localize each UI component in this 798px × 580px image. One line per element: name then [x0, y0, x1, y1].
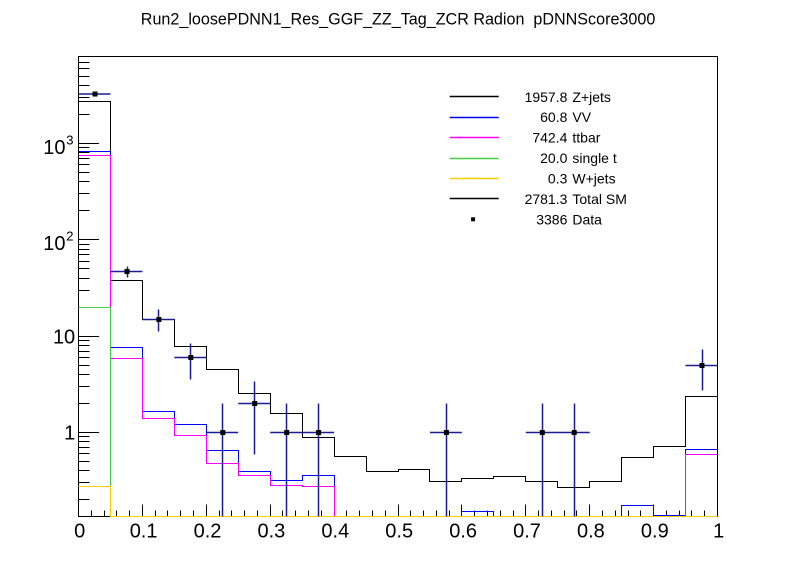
- svg-text:0.5: 0.5: [385, 521, 413, 543]
- svg-text:Z+jets: Z+jets: [572, 89, 611, 105]
- svg-text:3386: 3386: [536, 211, 567, 227]
- svg-text:ttbar: ttbar: [572, 130, 600, 146]
- svg-text:0.1: 0.1: [130, 521, 158, 543]
- svg-text:0.6: 0.6: [449, 521, 477, 543]
- svg-text:10: 10: [43, 233, 65, 255]
- svg-text:742.4: 742.4: [532, 130, 567, 146]
- svg-text:0.3: 0.3: [548, 171, 568, 187]
- svg-text:0.7: 0.7: [513, 521, 541, 543]
- svg-text:10: 10: [43, 137, 65, 159]
- svg-text:2781.3: 2781.3: [525, 191, 568, 207]
- svg-text:0.3: 0.3: [257, 521, 285, 543]
- svg-text:0: 0: [74, 521, 85, 543]
- svg-text:0.2: 0.2: [194, 521, 222, 543]
- svg-text:3: 3: [66, 132, 73, 147]
- svg-text:1: 1: [64, 423, 75, 445]
- svg-text:Total SM: Total SM: [572, 191, 626, 207]
- svg-text:1957.8: 1957.8: [525, 89, 568, 105]
- svg-text:20.0: 20.0: [540, 150, 567, 166]
- svg-text:1: 1: [713, 521, 724, 543]
- svg-text:2: 2: [66, 229, 73, 244]
- svg-text:10: 10: [53, 326, 75, 348]
- svg-text:Data: Data: [572, 211, 602, 227]
- svg-text:W+jets: W+jets: [572, 171, 615, 187]
- svg-text:0.9: 0.9: [641, 521, 669, 543]
- svg-text:Run2_loosePDNN1_Res_GGF_ZZ_Tag: Run2_loosePDNN1_Res_GGF_ZZ_Tag_ZCR Radio…: [141, 10, 656, 29]
- svg-text:single t: single t: [572, 150, 616, 166]
- svg-text:VV: VV: [572, 109, 591, 125]
- svg-text:0.8: 0.8: [577, 521, 605, 543]
- svg-text:0.4: 0.4: [321, 521, 349, 543]
- svg-text:60.8: 60.8: [540, 109, 567, 125]
